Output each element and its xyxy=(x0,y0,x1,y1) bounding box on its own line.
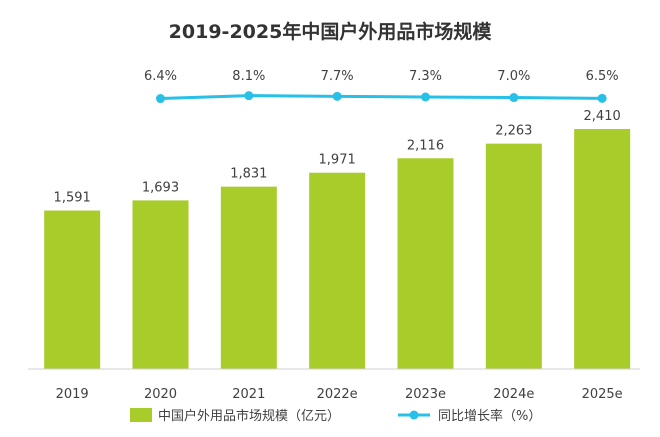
bar xyxy=(485,143,542,369)
growth-value-label: 7.0% xyxy=(497,69,530,84)
legend: 中国户外用品市场规模（亿元） 同比增长率（%） xyxy=(130,408,541,424)
growth-point xyxy=(597,93,607,103)
bars-layer: 1,591 1,693 1,831 1,971 2,116 2,263 2,410 xyxy=(44,109,631,369)
legend-swatch-market-size xyxy=(130,408,152,422)
growth-value-label: 7.3% xyxy=(409,69,442,84)
x-tick-label: 2024e xyxy=(493,387,534,402)
growth-point xyxy=(244,91,254,101)
x-tick-labels: 2019 2020 2021 2022e 2023e 2024e 2025e xyxy=(56,387,623,402)
bar-value-label: 1,971 xyxy=(319,153,356,168)
growth-value-label: 8.1% xyxy=(232,69,265,84)
x-tick-label: 2020 xyxy=(144,387,177,402)
x-tick-label: 2019 xyxy=(56,387,89,402)
growth-point xyxy=(332,91,342,101)
bar xyxy=(44,210,101,369)
growth-point xyxy=(420,92,430,102)
bar xyxy=(397,158,454,369)
bar-value-label: 1,831 xyxy=(230,167,267,182)
growth-value-label: 6.4% xyxy=(144,69,177,84)
bar xyxy=(574,129,631,369)
chart-title: 2019-2025年中国户外用品市场规模 xyxy=(169,20,493,43)
growth-point xyxy=(509,93,519,103)
bar-value-label: 2,410 xyxy=(584,109,621,124)
growth-line xyxy=(160,94,603,101)
growth-value-label: 7.7% xyxy=(321,69,354,84)
bar-value-label: 1,591 xyxy=(54,191,91,206)
legend-marker-growth xyxy=(409,410,419,420)
bar xyxy=(309,172,366,369)
x-tick-label: 2022e xyxy=(317,387,358,402)
legend-label-market-size: 中国户外用品市场规模（亿元） xyxy=(158,408,340,424)
growth-line-layer: 6.4% 8.1% 7.7% 7.3% 7.0% 6.5% xyxy=(144,69,619,104)
x-tick-label: 2023e xyxy=(405,387,446,402)
growth-point xyxy=(155,94,165,104)
bar xyxy=(220,186,277,369)
growth-value-label: 6.5% xyxy=(586,69,619,84)
bar-value-label: 2,116 xyxy=(407,138,444,153)
x-tick-label: 2021 xyxy=(232,387,265,402)
x-tick-label: 2025e xyxy=(582,387,623,402)
bar-value-label: 1,693 xyxy=(142,180,179,195)
bar xyxy=(132,200,189,369)
bar-value-label: 2,263 xyxy=(495,124,532,139)
legend-label-growth: 同比增长率（%） xyxy=(438,408,541,424)
